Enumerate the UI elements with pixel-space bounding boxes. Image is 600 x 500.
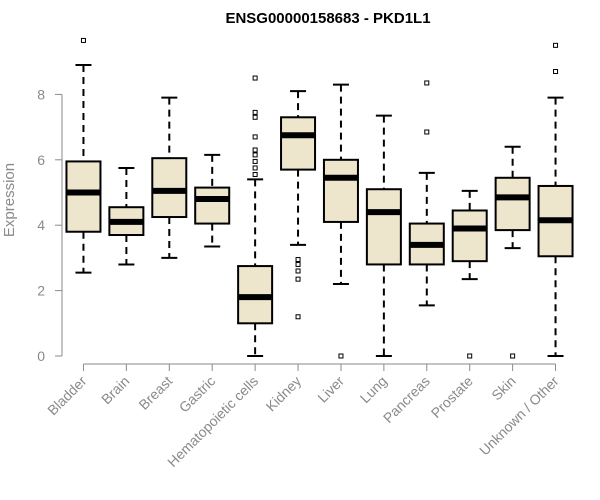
outlier-point (252, 158, 258, 164)
box-pancreas (408, 80, 445, 307)
box-prostate (451, 189, 488, 359)
box-brain (108, 166, 145, 266)
box-kidney (280, 90, 317, 320)
y-tick-label: 2 (37, 283, 45, 299)
x-tick-label: Pancreas (380, 373, 433, 426)
y-tick-label: 8 (37, 86, 45, 102)
outlier-point (424, 129, 430, 135)
x-tick-label: Prostate (428, 373, 476, 421)
outlier-point (295, 314, 301, 320)
boxes (65, 37, 574, 359)
outlier-point (252, 75, 258, 81)
x-tick-label: Bladder (44, 373, 90, 419)
outlier-point (252, 165, 258, 171)
iqr-box (451, 209, 488, 263)
outlier-point (252, 109, 258, 115)
outlier-point (295, 257, 301, 263)
outlier-point (252, 114, 258, 120)
outlier-point (252, 147, 258, 153)
outlier-point (424, 80, 430, 86)
outlier-point (338, 353, 344, 359)
outlier-point (510, 353, 516, 359)
outlier-point (252, 172, 258, 178)
x-tick-label: Brain (98, 373, 132, 407)
iqr-box (65, 160, 102, 233)
x-tick-label: Skin (488, 373, 519, 404)
x-tick-label: Kidney (263, 373, 305, 415)
y-tick-label: 0 (37, 348, 45, 364)
chart-title: ENSG00000158683 - PKD1L1 (225, 10, 430, 27)
x-tick-label: Breast (135, 373, 175, 413)
box-unknown-other (537, 42, 574, 357)
box-hematopoietic-cells (237, 75, 274, 357)
y-tick-label: 6 (37, 152, 45, 168)
iqr-box (365, 188, 402, 266)
outlier-point (252, 152, 258, 158)
box-skin (494, 145, 531, 359)
x-tick-label: Unknown / Other (476, 373, 562, 459)
outlier-point (80, 37, 86, 43)
box-liver (322, 83, 359, 359)
outlier-point (295, 276, 301, 282)
outlier-point (252, 134, 258, 140)
x-tick-label: Gastric (176, 373, 219, 416)
y-tick-label: 4 (37, 217, 45, 233)
x-tick-label: Lung (357, 373, 390, 406)
box-bladder (65, 37, 102, 274)
iqr-box (194, 186, 231, 225)
outlier-point (295, 268, 301, 274)
outlier-point (553, 42, 559, 48)
iqr-box (280, 116, 317, 171)
outlier-point (295, 261, 301, 267)
y-axis: 0 2 4 6 8 (37, 86, 63, 364)
iqr-box (151, 157, 188, 219)
box-gastric (194, 153, 231, 248)
iqr-box (322, 158, 359, 223)
outlier-point (467, 353, 473, 359)
outlier-point (553, 69, 559, 75)
y-axis-label: Expression (1, 163, 18, 237)
iqr-box (494, 176, 531, 232)
box-breast (151, 96, 188, 259)
box-lung (365, 114, 402, 357)
x-tick-label: Liver (314, 373, 347, 406)
